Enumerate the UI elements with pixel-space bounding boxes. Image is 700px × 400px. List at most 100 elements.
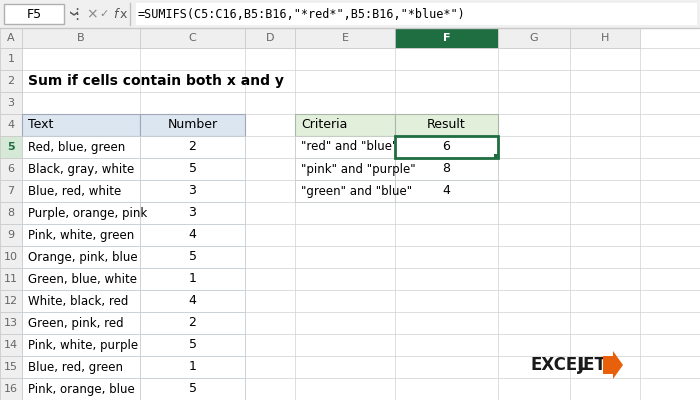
Bar [0,136,22,158]
Bar [0,246,22,268]
Bar [0,28,22,48]
Text: 6: 6 [442,140,450,154]
Text: C: C [188,33,197,43]
Bar [140,246,245,268]
Text: Green, pink, red: Green, pink, red [28,316,124,330]
Text: 16: 16 [4,384,18,394]
Bar [22,28,140,48]
Text: 8: 8 [8,208,15,218]
Bar [22,378,140,400]
Bar [0,378,22,400]
Text: 3: 3 [188,184,197,198]
Bar [140,268,245,290]
Text: Number: Number [167,118,218,132]
Text: Black, gray, white: Black, gray, white [28,162,134,176]
Text: "green" and "blue": "green" and "blue" [301,184,412,198]
Text: ✓: ✓ [99,9,108,19]
Text: 5: 5 [188,162,197,176]
Text: =SUMIFS(C5:C16,B5:B16,"*red*",B5:B16,"*blue*"): =SUMIFS(C5:C16,B5:B16,"*red*",B5:B16,"*b… [138,8,466,20]
Bar [0,70,22,92]
Bar [140,114,245,136]
Bar [295,28,395,48]
Bar [22,312,140,334]
Bar [395,158,498,180]
Bar [22,246,140,268]
Bar [140,28,245,48]
Bar [140,224,245,246]
Bar [140,202,245,224]
Bar [22,136,140,158]
Text: E: E [342,33,349,43]
Text: 14: 14 [4,340,18,350]
Text: ❯: ❯ [68,10,77,18]
Bar [22,356,140,378]
Text: Result: Result [427,118,466,132]
Bar [295,136,395,158]
Text: Criteria: Criteria [301,118,347,132]
Text: 1: 1 [188,360,197,374]
Text: Pink, orange, blue: Pink, orange, blue [28,382,134,396]
Text: 9: 9 [8,230,15,240]
Bar [0,224,22,246]
Bar [140,378,245,400]
Bar [0,268,22,290]
Text: 2: 2 [8,76,15,86]
Text: 3: 3 [8,98,15,108]
Bar [22,158,140,180]
Bar [295,180,395,202]
Text: B: B [77,33,85,43]
Text: White, black, red: White, black, red [28,294,128,308]
Bar [140,136,245,158]
Text: 15: 15 [4,362,18,372]
Text: "pink" and "purple": "pink" and "purple" [301,162,416,176]
Bar [395,136,498,158]
Bar [0,48,22,70]
Text: 4: 4 [8,120,15,130]
Bar [22,202,140,224]
Bar [0,158,22,180]
Bar [0,202,22,224]
Polygon shape [603,351,623,379]
Bar [494,154,499,159]
Bar [0,0,700,28]
Text: Red, blue, green: Red, blue, green [28,140,125,154]
Text: 6: 6 [8,164,15,174]
Bar [22,180,140,202]
Bar [395,180,498,202]
Bar [140,290,245,312]
Text: 7: 7 [8,186,15,196]
Text: Blue, red, green: Blue, red, green [28,360,123,374]
Text: F: F [442,33,450,43]
Text: 3: 3 [188,206,197,220]
Text: 12: 12 [4,296,18,306]
Text: D: D [266,33,274,43]
Text: 11: 11 [4,274,18,284]
Bar [140,312,245,334]
Text: 4: 4 [188,228,197,242]
Bar [0,290,22,312]
Bar [245,28,295,48]
Bar [395,28,498,48]
Text: ⋮: ⋮ [69,6,85,22]
Bar [0,48,700,400]
Bar [22,334,140,356]
Bar [498,28,570,48]
Text: Sum if cells contain both x and y: Sum if cells contain both x and y [28,74,284,88]
Text: 2: 2 [188,316,197,330]
Bar [4,4,64,24]
Bar [0,334,22,356]
Text: Pink, white, purple: Pink, white, purple [28,338,138,352]
Text: 1: 1 [8,54,15,64]
Bar [140,356,245,378]
Text: A: A [7,33,15,43]
Bar [570,28,640,48]
Bar [295,158,395,180]
Bar [0,312,22,334]
Text: 10: 10 [4,252,18,262]
Bar [0,356,22,378]
Text: 5: 5 [188,250,197,264]
Text: x: x [120,8,127,20]
Bar [140,180,245,202]
Text: "red" and "blue": "red" and "blue" [301,140,398,154]
Text: 13: 13 [4,318,18,328]
